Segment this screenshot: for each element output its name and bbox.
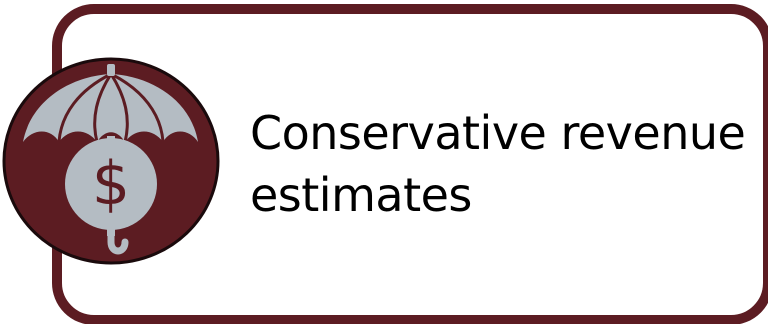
- emblem-badge: $: [2, 57, 220, 265]
- caption-text: Conservative revenue estimates: [250, 106, 746, 222]
- svg-text:$: $: [92, 149, 130, 219]
- umbrella-dollar-icon: $: [23, 64, 198, 255]
